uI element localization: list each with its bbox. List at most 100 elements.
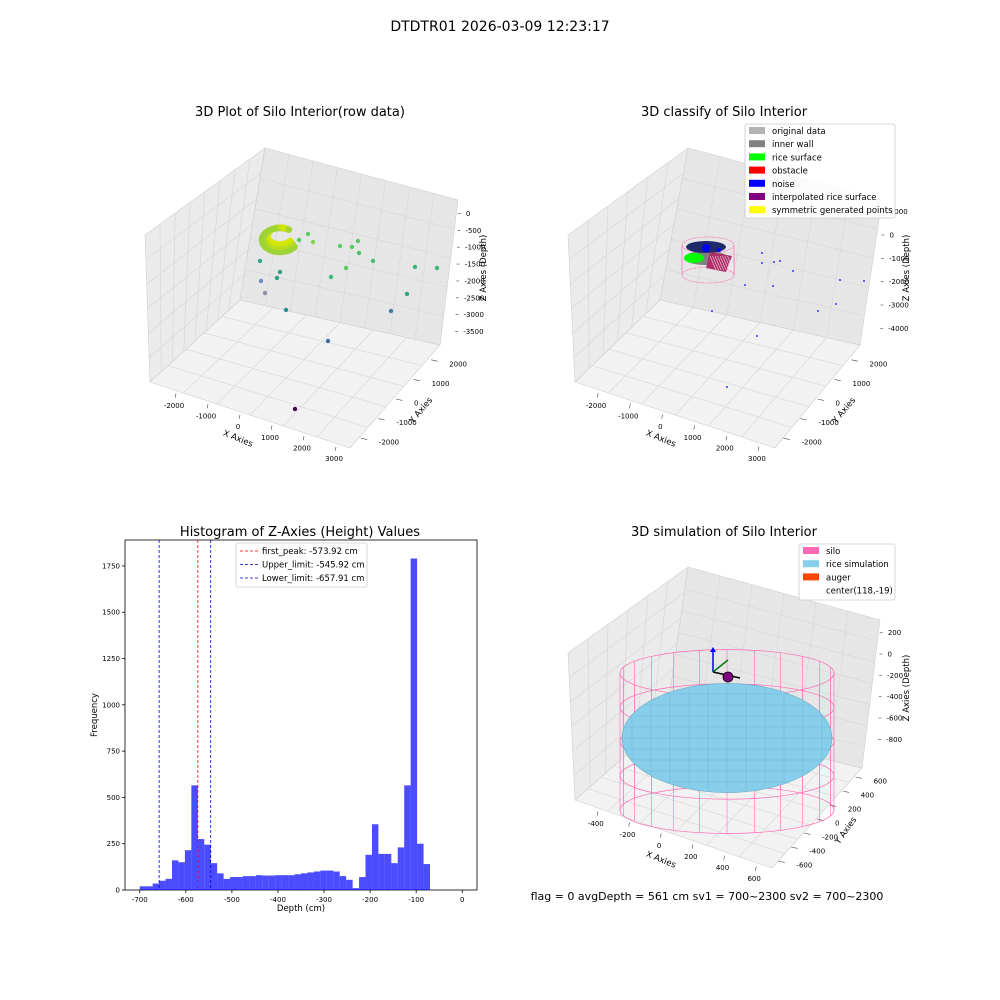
grid-line (314, 167, 338, 317)
classify-3d-box (567, 147, 883, 449)
grid-line (316, 337, 407, 438)
y-tick-label: 250 (107, 840, 120, 848)
histogram-bar (397, 847, 405, 890)
histogram-bar (346, 879, 353, 890)
legend-swatch (803, 560, 819, 568)
classify-y-ticks: -2000 -1000 0 1000 2000 (783, 359, 887, 447)
classify-z-label: Z Axies (Depth) (902, 235, 912, 302)
x-tick-label: -600 (178, 896, 194, 904)
histogram-bar (359, 877, 366, 890)
tick-label: -200 (822, 834, 838, 842)
hatch-line (727, 255, 734, 271)
legend-swatch (749, 193, 765, 200)
tick-label: 0 (657, 842, 661, 850)
tick-mark (395, 398, 403, 401)
data-point (412, 264, 418, 270)
histogram-bar (230, 877, 237, 890)
tick-mark (816, 818, 824, 821)
histogram-bar (320, 870, 327, 890)
raw-x-ticks: -2000 -1000 0 1000 2000 3000 (164, 393, 343, 463)
tick-label: -1000 (618, 413, 638, 421)
tick-label: -400 (588, 820, 604, 828)
histogram-x-label: Depth (cm) (277, 904, 325, 914)
histogram-bar (378, 853, 385, 890)
tick-label: 1000 (890, 208, 908, 216)
histogram-bar (281, 875, 289, 890)
data-point (325, 338, 331, 344)
noise-point (726, 386, 728, 388)
data-point (274, 275, 280, 281)
raw-z-ticks: 0 -500 -1000 -1500 -2000 -2500 -3000 -3500 (455, 210, 485, 336)
histogram-bar (294, 874, 301, 890)
simulation-z-ticks: 200 0 -200 -400 -600 -800 (878, 629, 903, 744)
tick-mark (693, 425, 695, 430)
hatch-line (709, 255, 717, 271)
x-tick-label: -100 (408, 896, 424, 904)
grid-line (642, 316, 844, 366)
grid-line (364, 180, 386, 329)
x-tick-label: 0 (460, 896, 464, 904)
noise-point (792, 270, 794, 272)
grid-line (665, 269, 865, 317)
classify-legend: original data inner wall rice surface obsta… (744, 123, 896, 219)
histogram-bar (159, 880, 166, 890)
simulation-z-label: Z Axies (Depth) (902, 655, 912, 722)
legend-swatch (749, 179, 765, 187)
histogram-bar (352, 888, 360, 890)
classify-title: 3D classify of Silo Interior (641, 105, 808, 120)
data-point (328, 274, 334, 280)
legend-swatch (749, 166, 765, 174)
data-point (355, 238, 361, 244)
data-point (285, 226, 293, 233)
panel-raw-3d: 3D Plot of Silo Interior(row data) -2000… (144, 105, 489, 463)
histogram-bar (410, 558, 418, 890)
raw-x-label: X Axies (221, 429, 254, 450)
data-point (356, 250, 362, 256)
data-point (258, 278, 264, 284)
axis-arrow-head (710, 647, 716, 652)
simulation-title: 3D simulation of Silo Interior (631, 525, 818, 540)
tick-mark (757, 446, 760, 451)
y-tick-label: 1000 (102, 701, 120, 709)
histogram-bar (236, 877, 243, 890)
histogram-bar (339, 876, 347, 890)
tick-mark (691, 844, 694, 849)
tick-label: -1000 (465, 244, 485, 252)
grid-line (568, 173, 684, 260)
histogram-bar (268, 875, 276, 890)
grid-line (146, 198, 257, 285)
hatch-line (722, 255, 729, 271)
grid-line (289, 160, 314, 312)
tick-mark (629, 403, 631, 409)
grid-line (414, 193, 435, 340)
classify-x-label: X Axies (644, 429, 677, 450)
histogram-bar (165, 878, 172, 890)
grid-line (148, 274, 245, 358)
grid-line (674, 322, 761, 416)
data-point (296, 237, 302, 243)
tick-mark (791, 846, 798, 849)
tick-mark (829, 804, 837, 807)
grid-line (570, 198, 679, 285)
tick-label: 600 (874, 778, 887, 786)
rice-surface-region (684, 253, 704, 263)
histogram-bar (307, 872, 314, 890)
classify-y-label: Y Axies (830, 395, 858, 426)
histogram-frame (124, 539, 478, 891)
tick-mark (271, 425, 273, 430)
simulation-x-ticks: -400 -200 0 200 400 600 (588, 811, 761, 883)
histogram-y-ticks: 0 250 500 750 1000 1250 1500 1750 (102, 562, 125, 895)
grid-line (625, 332, 827, 387)
x-tick-label: -500 (224, 896, 240, 904)
grid-line (254, 208, 451, 259)
raw-y-label: Y Axies (407, 395, 435, 426)
tick-label: -1000 (196, 413, 216, 421)
data-point (404, 291, 410, 297)
histogram-bars (139, 558, 431, 890)
histogram-x-ticks: -700 -600 -500 -400 -300 -200 -100 0 (132, 890, 464, 904)
histogram-y-label: Frequency (90, 693, 100, 737)
tick-label: 600 (747, 875, 760, 883)
histogram-bar (184, 850, 192, 890)
grid-line (693, 156, 721, 308)
